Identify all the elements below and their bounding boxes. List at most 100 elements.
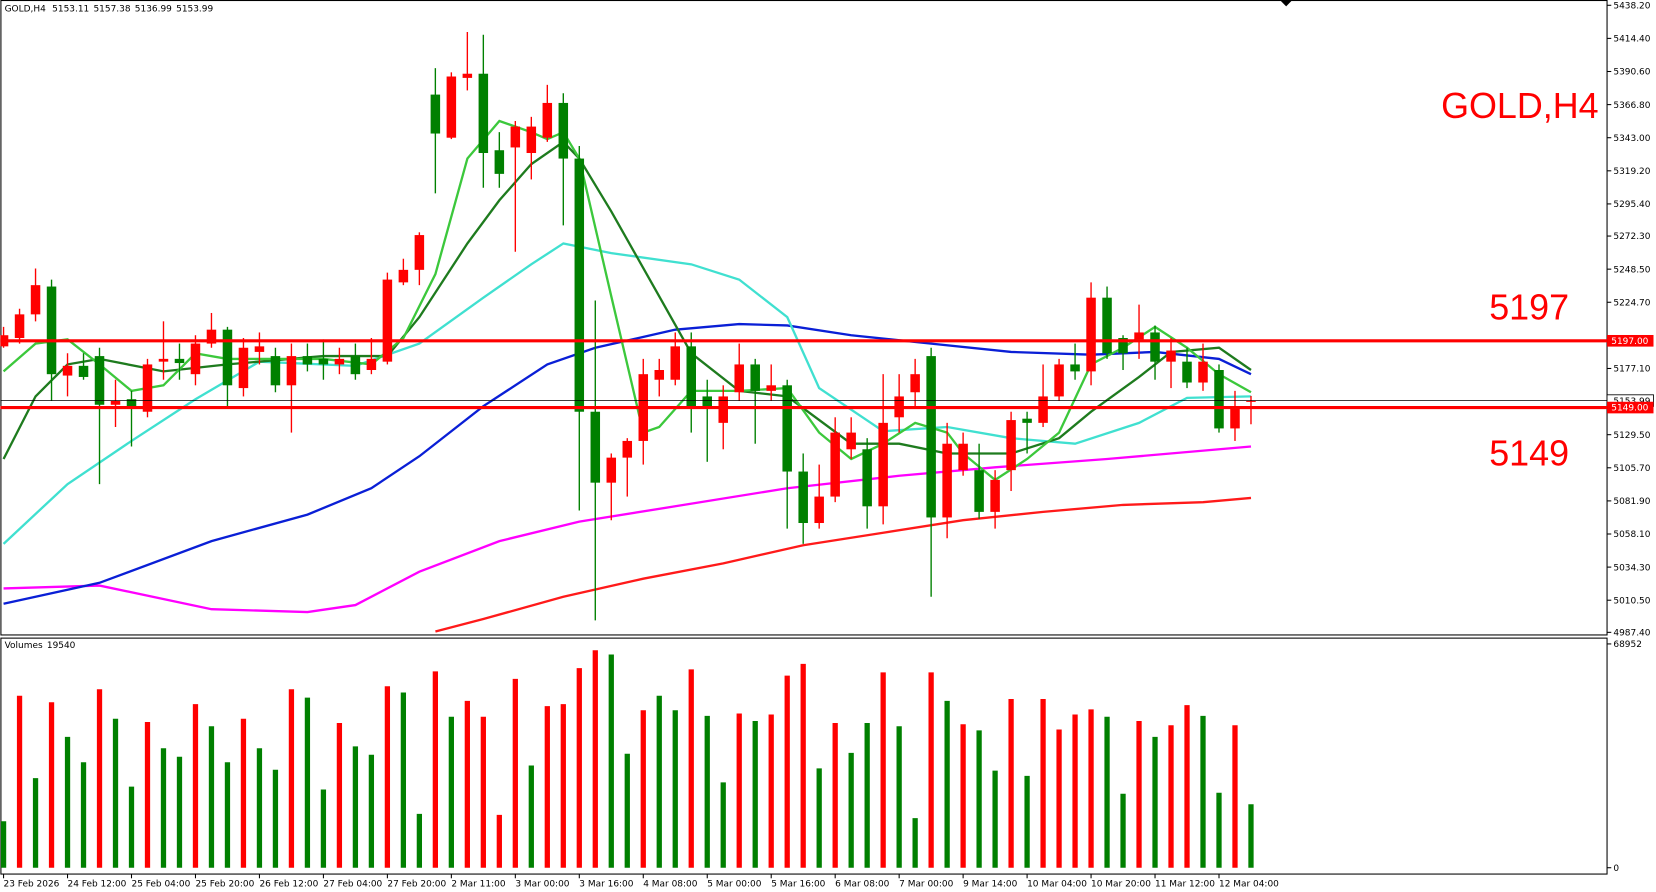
x-tick-label: 3 Mar 16:00: [579, 880, 633, 890]
candle-body: [942, 443, 952, 518]
candle-body: [398, 269, 409, 283]
x-tick-label: 3 Mar 00:00: [515, 880, 569, 890]
candle-body: [14, 314, 25, 339]
volume-pane-border: [0, 637, 1608, 875]
volume-tick-label: 0: [1613, 864, 1619, 874]
y-tick-label: 5058.10: [1613, 530, 1650, 540]
candle-body: [686, 346, 696, 407]
x-tick-label: 5 Mar 00:00: [707, 880, 761, 890]
header-low: 5136.99: [135, 5, 172, 15]
candle-body: [606, 457, 617, 483]
candle-body: [622, 440, 633, 458]
candle-body: [158, 358, 169, 362]
candle-body: [510, 126, 521, 148]
x-tick-label: 10 Mar 04:00: [1027, 880, 1087, 890]
x-tick-label: 5 Mar 16:00: [771, 880, 825, 890]
candle-body: [190, 343, 201, 375]
candle-body: [462, 73, 473, 78]
candle-body: [30, 285, 41, 315]
candle-body: [750, 364, 760, 391]
y-tick-label: 5366.80: [1613, 101, 1650, 111]
candle-body: [254, 346, 265, 352]
candle-body: [366, 358, 377, 371]
x-tick-label: 6 Mar 08:00: [835, 880, 889, 890]
level-tag: [1607, 334, 1654, 347]
candle-body: [862, 449, 872, 507]
candle-body: [590, 411, 601, 483]
y-tick-label: 5034.30: [1613, 563, 1650, 573]
candle-body: [286, 356, 297, 386]
x-tick-label: 11 Mar 12:00: [1155, 880, 1215, 890]
candle-body: [878, 422, 888, 507]
candle-body: [1118, 338, 1128, 354]
candle-body: [1198, 361, 1208, 383]
candle-body: [494, 150, 505, 174]
candle-body: [1006, 420, 1016, 471]
candle-body: [62, 365, 73, 376]
candle-body: [478, 73, 489, 154]
chart-header: GOLD,H4 5153.11 5157.38 5136.99 5153.99: [5, 5, 214, 15]
candle-body: [382, 279, 393, 362]
y-tick-label: 5343.00: [1613, 134, 1650, 144]
candle-body: [654, 370, 665, 380]
candle-body: [718, 396, 728, 423]
shift-marker: [1280, 1, 1292, 7]
candle-body: [542, 102, 553, 138]
candle-body: [1054, 364, 1064, 397]
candle-body: [1038, 396, 1048, 423]
candle-body: [1182, 361, 1192, 383]
x-tick-label: 7 Mar 00:00: [899, 880, 953, 890]
candle-body: [670, 346, 681, 380]
candle-body: [1230, 406, 1240, 429]
candle-body: [1102, 297, 1112, 354]
candle-body: [1134, 332, 1144, 340]
candle-body: [958, 443, 968, 471]
y-tick-label: 5319.20: [1613, 167, 1650, 177]
candle-body: [558, 102, 569, 159]
candle-body: [174, 358, 185, 364]
level-tag-label: 5149.00: [1611, 404, 1648, 414]
candle-body: [574, 158, 585, 412]
candle-body: [302, 356, 313, 365]
y-tick-label: 5224.70: [1613, 298, 1650, 308]
y-tick-label: 5248.50: [1613, 265, 1650, 275]
candle-body: [238, 347, 249, 389]
x-tick-label: 10 Mar 20:00: [1091, 880, 1151, 890]
x-tick-label: 25 Feb 04:00: [132, 880, 191, 890]
price-plot: [0, 31, 1256, 633]
level-tag-label: 5197.00: [1611, 337, 1648, 347]
y-tick-label: 4987.40: [1613, 629, 1650, 639]
header-close: 5153.99: [176, 5, 213, 15]
candle-body: [334, 358, 345, 365]
x-tick-label: 2 Mar 11:00: [451, 880, 505, 890]
candle-body: [222, 329, 233, 386]
header-high: 5157.38: [93, 5, 130, 15]
x-tick-label: 12 Mar 04:00: [1219, 880, 1279, 890]
volume-header: Volumes 19540: [5, 641, 76, 651]
y-tick-label: 5105.70: [1613, 464, 1650, 474]
candle-body: [814, 496, 824, 524]
volume-title: Volumes: [5, 641, 43, 651]
candle-body: [830, 432, 840, 497]
candle-body: [766, 385, 776, 391]
candle-body: [910, 374, 920, 393]
indicator-line: [2, 140, 1252, 460]
candle-body: [46, 286, 57, 375]
candle-body: [782, 385, 792, 472]
candle-body: [1070, 364, 1080, 372]
x-tick-label: 24 Feb 12:00: [68, 880, 127, 890]
indicator-line: [2, 119, 1252, 482]
candle-body: [1150, 332, 1160, 362]
candle-body: [990, 479, 1000, 512]
x-tick-label: 25 Feb 20:00: [195, 880, 254, 890]
y-tick-label: 5129.50: [1613, 431, 1650, 441]
candle-body: [846, 432, 856, 450]
candle-body: [1166, 350, 1176, 362]
candle-body: [270, 356, 281, 386]
candle-body: [430, 94, 441, 134]
volume-current: 19540: [47, 641, 76, 651]
y-tick-label: 5414.40: [1613, 35, 1650, 45]
candle-body: [350, 356, 361, 375]
